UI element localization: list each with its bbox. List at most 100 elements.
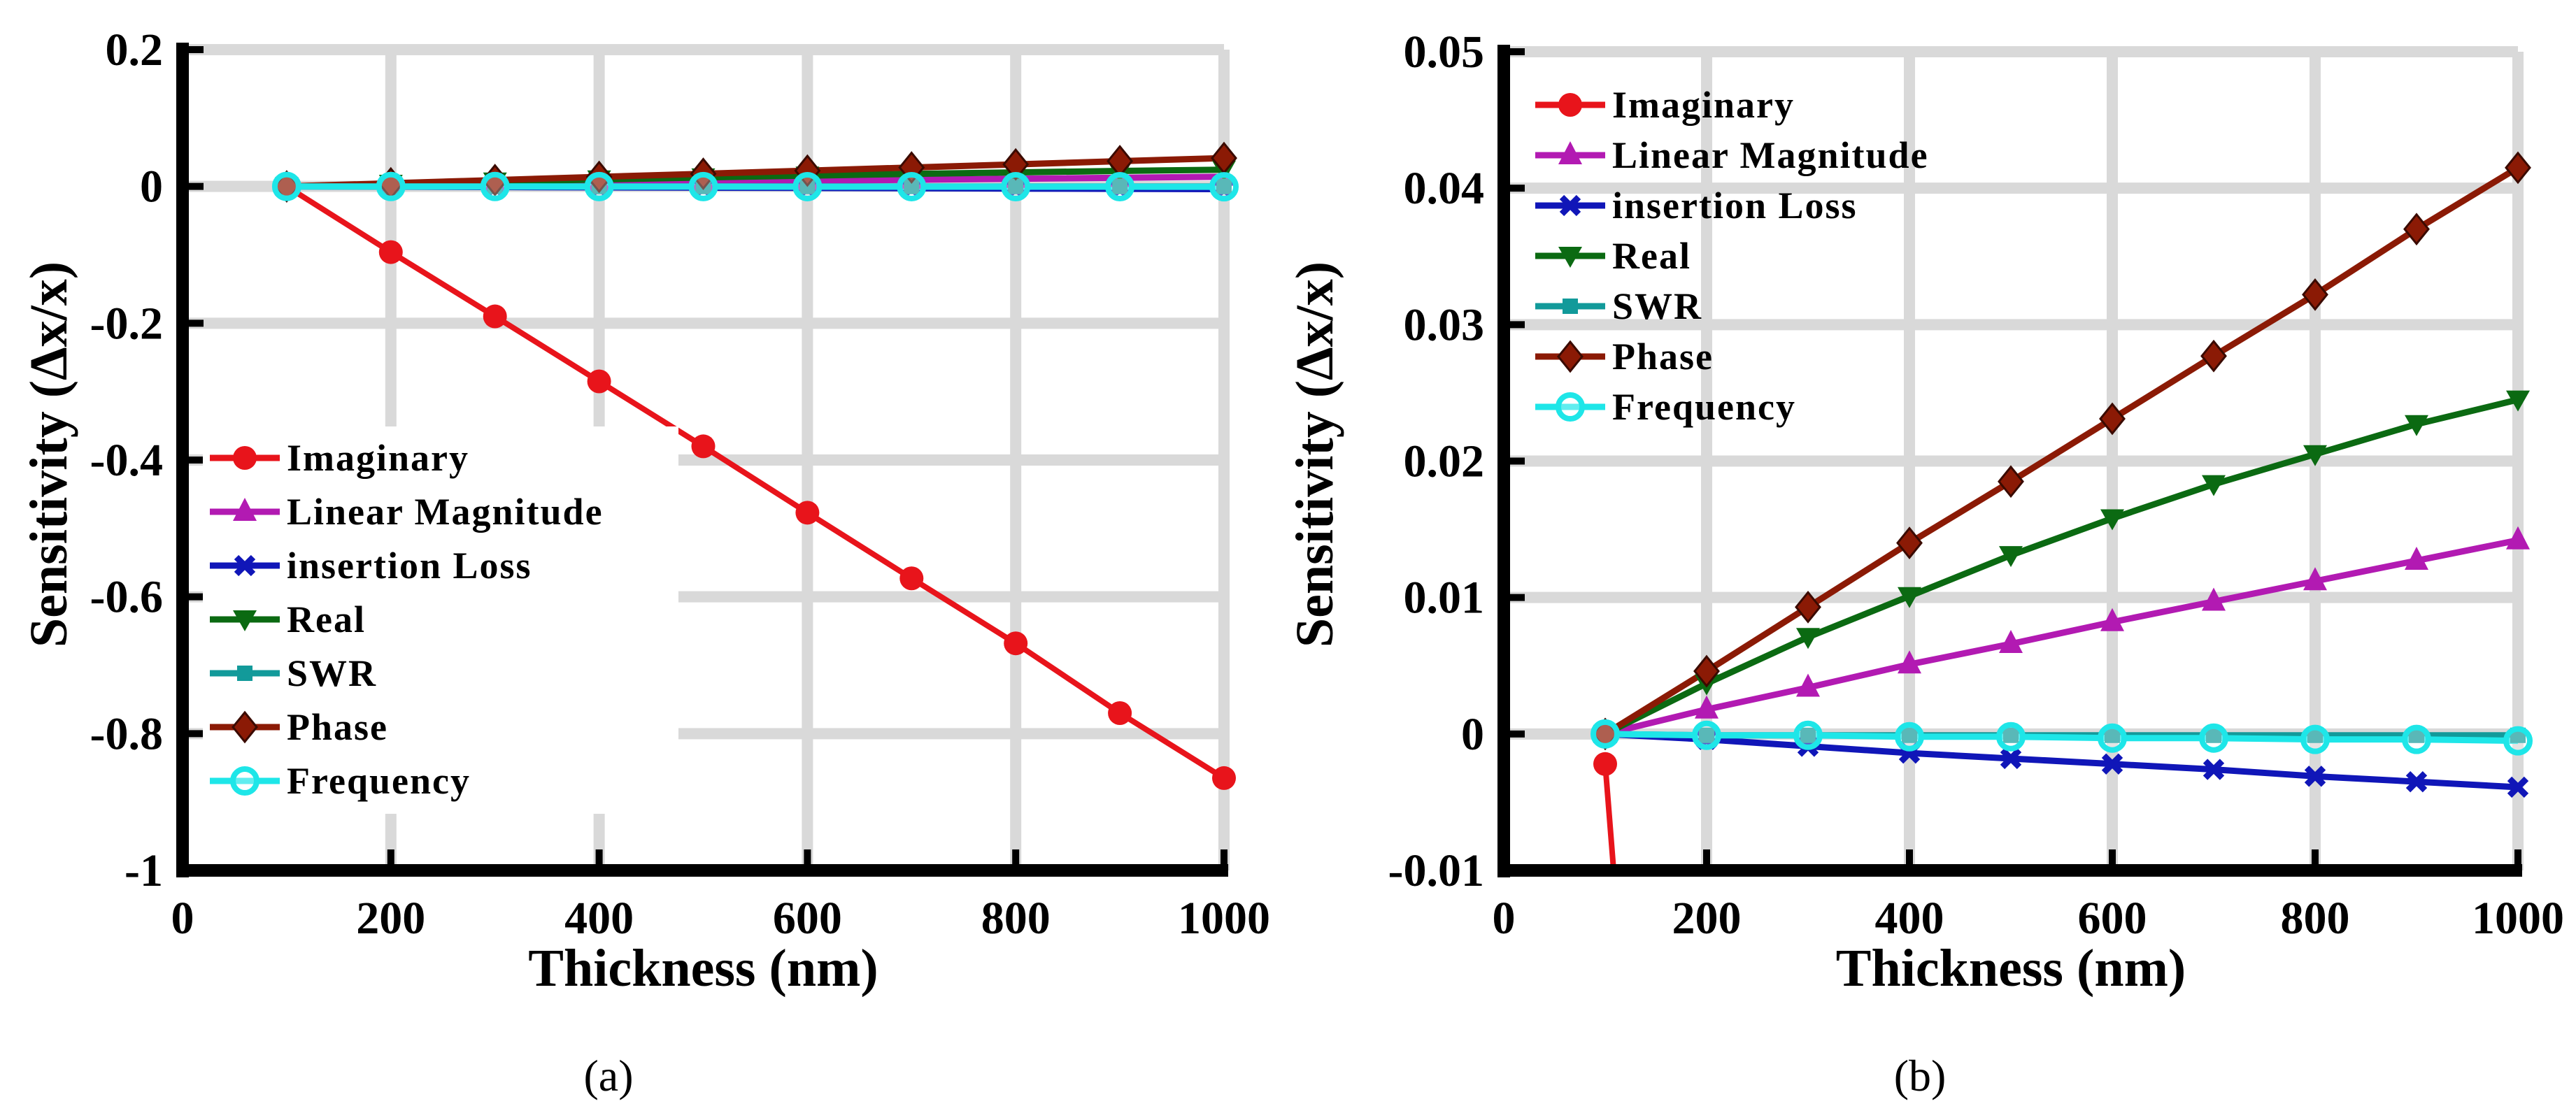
data-point-marker — [899, 566, 924, 591]
legend-marker — [1557, 340, 1584, 373]
data-point-marker — [2303, 567, 2327, 591]
data-point-marker — [1998, 465, 2024, 498]
data-point-marker — [2409, 727, 2424, 743]
x-axis-label: Thickness (nm) — [1836, 939, 2186, 998]
data-point-marker — [2199, 723, 2228, 753]
x-tick-label: 1000 — [1178, 893, 1270, 944]
legend-item: Linear Magnitude — [1535, 134, 1929, 176]
y-tick-label: 0.04 — [1404, 163, 1485, 214]
legend-label: Linear Magnitude — [287, 491, 604, 533]
legend-marker — [1559, 194, 1581, 217]
data-point-marker — [1692, 720, 1721, 750]
y-axis-label: Sensitivity (Δx/x) — [20, 261, 78, 647]
chart-panel-a: 0 200 400 600 800 1000 0.2 0 -0.2 -0.4 -0.6 -0.8 -1 T… — [20, 24, 1270, 998]
series-phase — [1603, 165, 2520, 737]
data-point-marker — [691, 434, 716, 459]
data-point-marker — [1004, 631, 1028, 656]
data-point-marker — [2200, 339, 2227, 373]
data-point-marker — [1593, 752, 1617, 776]
data-point-marker — [2507, 776, 2529, 798]
series-markers — [1593, 752, 1617, 776]
series-line — [1602, 763, 1617, 871]
data-point-marker — [1800, 727, 1816, 743]
y-tick-label: 0.01 — [1404, 573, 1485, 624]
data-point-marker — [2100, 509, 2124, 531]
legend-label: insertion Loss — [287, 545, 532, 587]
legend-item: Real — [210, 598, 364, 640]
data-point-marker — [2099, 402, 2126, 436]
series-line — [285, 184, 1226, 781]
legend: Imaginary Linear Magnitude insertion Loss R… — [1535, 84, 1929, 428]
data-point-marker — [1796, 628, 1820, 649]
data-point-marker — [2100, 608, 2124, 631]
data-point-marker — [1999, 546, 2023, 568]
x-tick-label: 800 — [981, 893, 1051, 944]
data-point-marker — [2506, 390, 2530, 412]
data-point-marker — [688, 171, 718, 201]
data-point-marker — [378, 240, 403, 264]
data-point-marker — [584, 171, 614, 201]
y-tick-label: 0 — [1461, 709, 1484, 760]
series-markers — [271, 171, 1239, 202]
series-line — [1603, 396, 2519, 737]
data-point-marker — [1108, 701, 1132, 725]
data-point-marker — [2505, 151, 2531, 185]
data-point-marker — [792, 171, 823, 201]
legend-label: Phase — [1612, 336, 1714, 378]
x-tick-label: 600 — [2078, 893, 2147, 944]
data-point-marker — [904, 178, 920, 194]
legend-marker — [233, 498, 257, 521]
legend-marker — [1558, 247, 1582, 268]
data-point-marker — [587, 369, 611, 394]
data-point-marker — [2203, 759, 2225, 780]
series-imaginary — [1602, 763, 1617, 871]
legend-label: Imaginary — [1612, 84, 1795, 126]
data-point-marker — [2202, 475, 2226, 496]
series-phase — [286, 155, 1225, 190]
data-point-marker — [2302, 278, 2328, 311]
x-tick-label: 200 — [1672, 893, 1742, 944]
y-tick-label: 0 — [140, 161, 163, 213]
data-point-marker — [1695, 695, 1718, 719]
x-tick-label: 800 — [2281, 893, 2350, 944]
data-point-marker — [1002, 148, 1030, 181]
series-imaginary — [285, 184, 1226, 781]
data-point-marker — [1112, 178, 1128, 194]
data-point-marker — [2304, 766, 2326, 787]
series-real — [1603, 396, 2519, 737]
legend-marker — [232, 710, 258, 744]
legend-label: Frequency — [287, 760, 471, 802]
data-point-marker — [376, 171, 406, 201]
legend-label: insertion Loss — [1612, 185, 1858, 227]
y-tick-label: 0.03 — [1404, 299, 1485, 350]
y-tick-label: -0.6 — [90, 572, 163, 623]
legend-label: Linear Magnitude — [1612, 134, 1929, 176]
series-markers — [1591, 719, 2533, 756]
legend-marker — [230, 766, 259, 796]
legend-item: Phase — [210, 706, 387, 748]
data-point-marker — [1896, 526, 1923, 559]
legend-marker — [234, 554, 256, 577]
data-point-marker — [483, 304, 507, 329]
x-tick-label: 200 — [356, 893, 425, 944]
data-point-marker — [2402, 724, 2431, 754]
legend-label: Real — [1612, 235, 1691, 277]
data-point-marker — [1898, 587, 1921, 608]
x-tick-label: 400 — [1875, 893, 1944, 944]
legend-label: Imaginary — [287, 437, 469, 479]
caption-b: (b) — [1894, 1051, 1947, 1100]
plot-area — [271, 141, 1239, 790]
data-point-marker — [1796, 673, 1820, 697]
legend-item: Phase — [1535, 336, 1714, 378]
data-point-marker — [1212, 766, 1236, 790]
data-point-marker — [1216, 178, 1232, 194]
x-tick-label: 0 — [1493, 893, 1516, 944]
legend-item: Linear Magnitude — [210, 491, 604, 533]
data-point-marker — [480, 171, 510, 201]
data-point-marker — [271, 171, 301, 201]
legend-item: Real — [1535, 235, 1691, 277]
legend-label: SWR — [1612, 285, 1702, 327]
series-linear-magnitude — [1604, 537, 2519, 738]
data-point-marker — [1001, 172, 1031, 202]
